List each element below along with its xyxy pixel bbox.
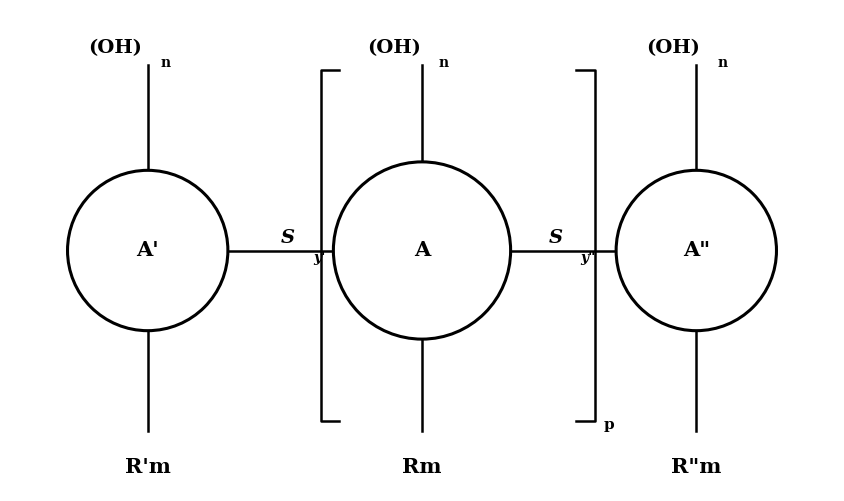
Text: (OH): (OH) [89,39,143,57]
Ellipse shape [333,162,511,339]
Text: y": y" [581,251,596,265]
Text: R"m: R"m [671,457,722,477]
Text: y': y' [313,251,326,265]
Text: n: n [160,56,170,70]
Text: S: S [549,229,563,247]
Text: Rm: Rm [403,457,441,477]
Text: S: S [281,229,295,247]
Text: R'm: R'm [125,457,170,477]
Text: (OH): (OH) [646,39,700,57]
Text: (OH): (OH) [367,39,421,57]
Text: n: n [717,56,728,70]
Text: p: p [603,418,614,432]
Text: n: n [439,56,449,70]
Ellipse shape [68,170,228,331]
Text: A: A [414,240,430,261]
Text: A": A" [683,240,710,261]
Ellipse shape [616,170,776,331]
Text: A': A' [137,240,159,261]
